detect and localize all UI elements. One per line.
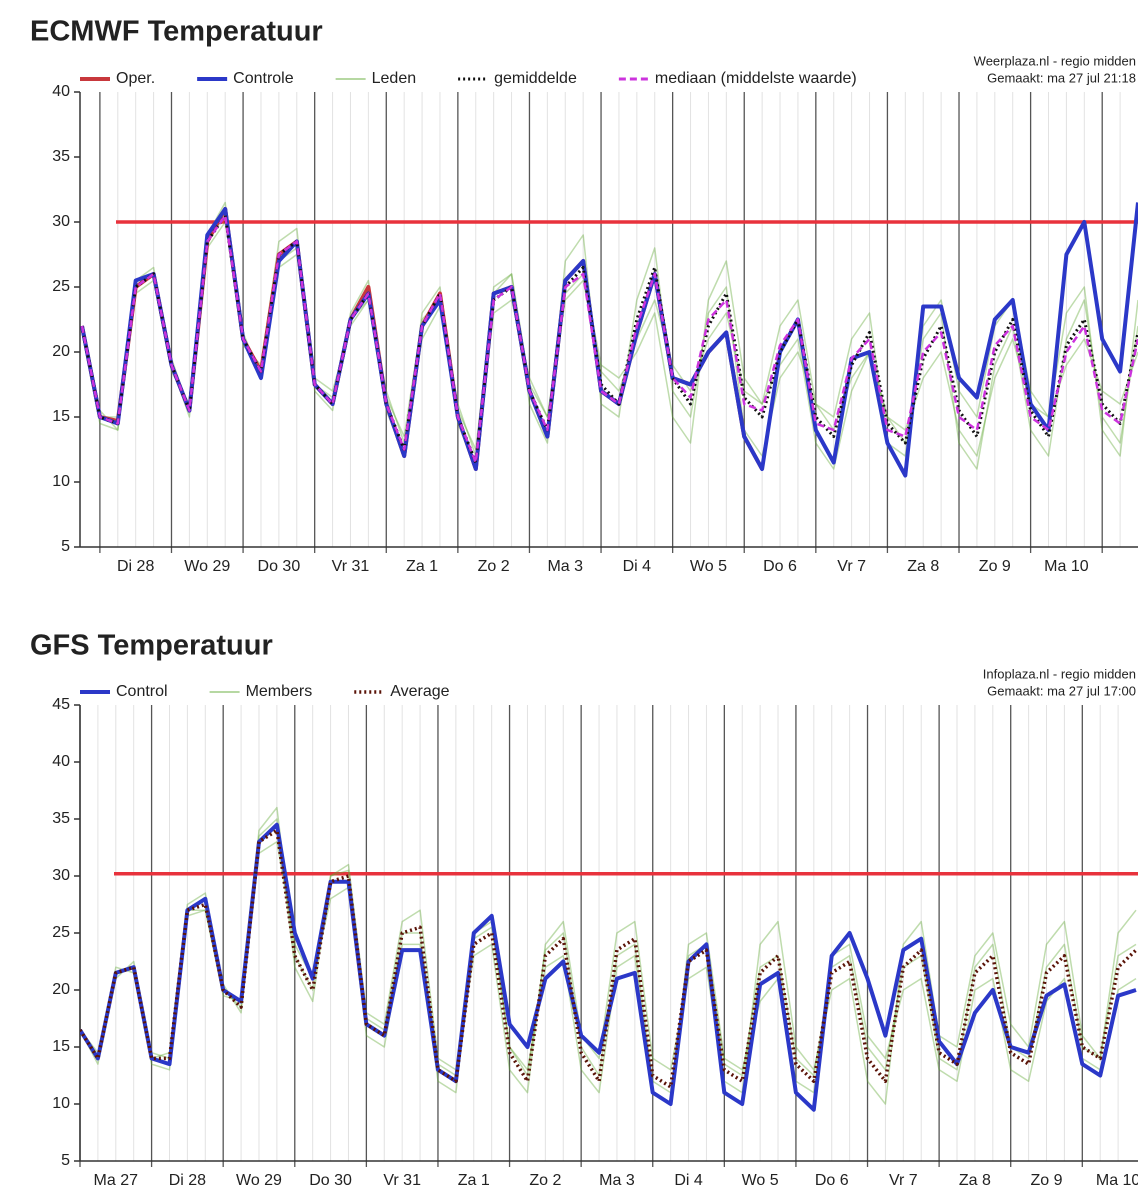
legend-label: mediaan (middelste waarde): [655, 70, 857, 87]
y-tick-label: 20: [52, 981, 70, 998]
x-tick-label: Za 8: [907, 558, 939, 575]
x-tick-label: Vr 7: [837, 558, 866, 575]
x-tick-label: Zo 2: [529, 1172, 561, 1189]
legend-label: Average: [390, 683, 449, 700]
y-tick-label: 40: [52, 753, 70, 770]
y-tick-label: 30: [52, 867, 70, 884]
y-tick-label: 20: [52, 343, 70, 360]
x-tick-label: Za 8: [959, 1172, 991, 1189]
y-tick-label: 5: [61, 1152, 70, 1169]
x-tick-label: Za 1: [406, 558, 438, 575]
series-line: [80, 202, 1138, 478]
x-tick-label: Do 6: [763, 558, 797, 575]
plot-area: [80, 201, 1138, 478]
source-note: Weerplaza.nl - regio midden: [974, 53, 1136, 68]
source-note: Gemaakt: ma 27 jul 21:18: [987, 70, 1136, 85]
x-tick-label: Vr 7: [889, 1172, 918, 1189]
chart-title: ECMWF Temperatuur: [30, 16, 323, 48]
series-line: [80, 828, 1138, 1089]
y-tick-label: 35: [52, 148, 70, 165]
x-tick-label: Wo 5: [690, 558, 727, 575]
legend-label: gemiddelde: [494, 70, 577, 87]
y-tick-label: 40: [52, 83, 70, 100]
source-note: Gemaakt: ma 27 jul 17:00: [987, 683, 1136, 698]
x-tick-label: Za 1: [458, 1172, 490, 1189]
x-tick-label: Wo 5: [742, 1172, 779, 1189]
x-tick-label: Di 4: [674, 1172, 703, 1189]
legend-label: Members: [246, 683, 313, 700]
x-tick-label: Zo 9: [979, 558, 1011, 575]
legend-label: Leden: [372, 70, 417, 87]
series-line: [80, 214, 1138, 464]
member-line: [81, 201, 1138, 470]
x-tick-label: Ma 3: [599, 1172, 635, 1189]
x-tick-label: Do 6: [815, 1172, 849, 1189]
x-tick-label: Wo 29: [236, 1172, 282, 1189]
chart-title: GFS Temperatuur: [30, 630, 273, 662]
y-tick-label: 45: [52, 696, 70, 713]
y-tick-label: 25: [52, 924, 70, 941]
x-tick-label: Wo 29: [184, 558, 230, 575]
x-tick-label: Zo 9: [1031, 1172, 1063, 1189]
y-tick-label: 10: [52, 1095, 70, 1112]
y-tick-label: 15: [52, 1038, 70, 1055]
source-note: Infoplaza.nl - regio midden: [983, 666, 1136, 681]
x-tick-label: Do 30: [309, 1172, 352, 1189]
y-tick-label: 10: [52, 473, 70, 490]
x-tick-label: Ma 10: [1096, 1172, 1138, 1189]
x-tick-label: Do 30: [258, 558, 301, 575]
y-tick-label: 25: [52, 278, 70, 295]
x-tick-label: Zo 2: [478, 558, 510, 575]
x-tick-label: Ma 27: [94, 1172, 139, 1189]
legend-label: Controle: [233, 70, 294, 87]
x-tick-label: Ma 3: [547, 558, 583, 575]
y-tick-label: 5: [61, 538, 70, 555]
x-tick-label: Vr 31: [383, 1172, 421, 1189]
x-tick-label: Vr 31: [332, 558, 370, 575]
legend-label: Oper.: [116, 70, 155, 87]
y-tick-label: 15: [52, 408, 70, 425]
x-tick-label: Di 4: [623, 558, 652, 575]
y-tick-label: 35: [52, 810, 70, 827]
x-tick-label: Ma 10: [1044, 558, 1089, 575]
y-tick-label: 30: [52, 213, 70, 230]
x-tick-label: Di 28: [117, 558, 154, 575]
x-tick-label: Di 28: [169, 1172, 206, 1189]
legend-label: Control: [116, 683, 168, 700]
plot-area: [80, 806, 1138, 1112]
